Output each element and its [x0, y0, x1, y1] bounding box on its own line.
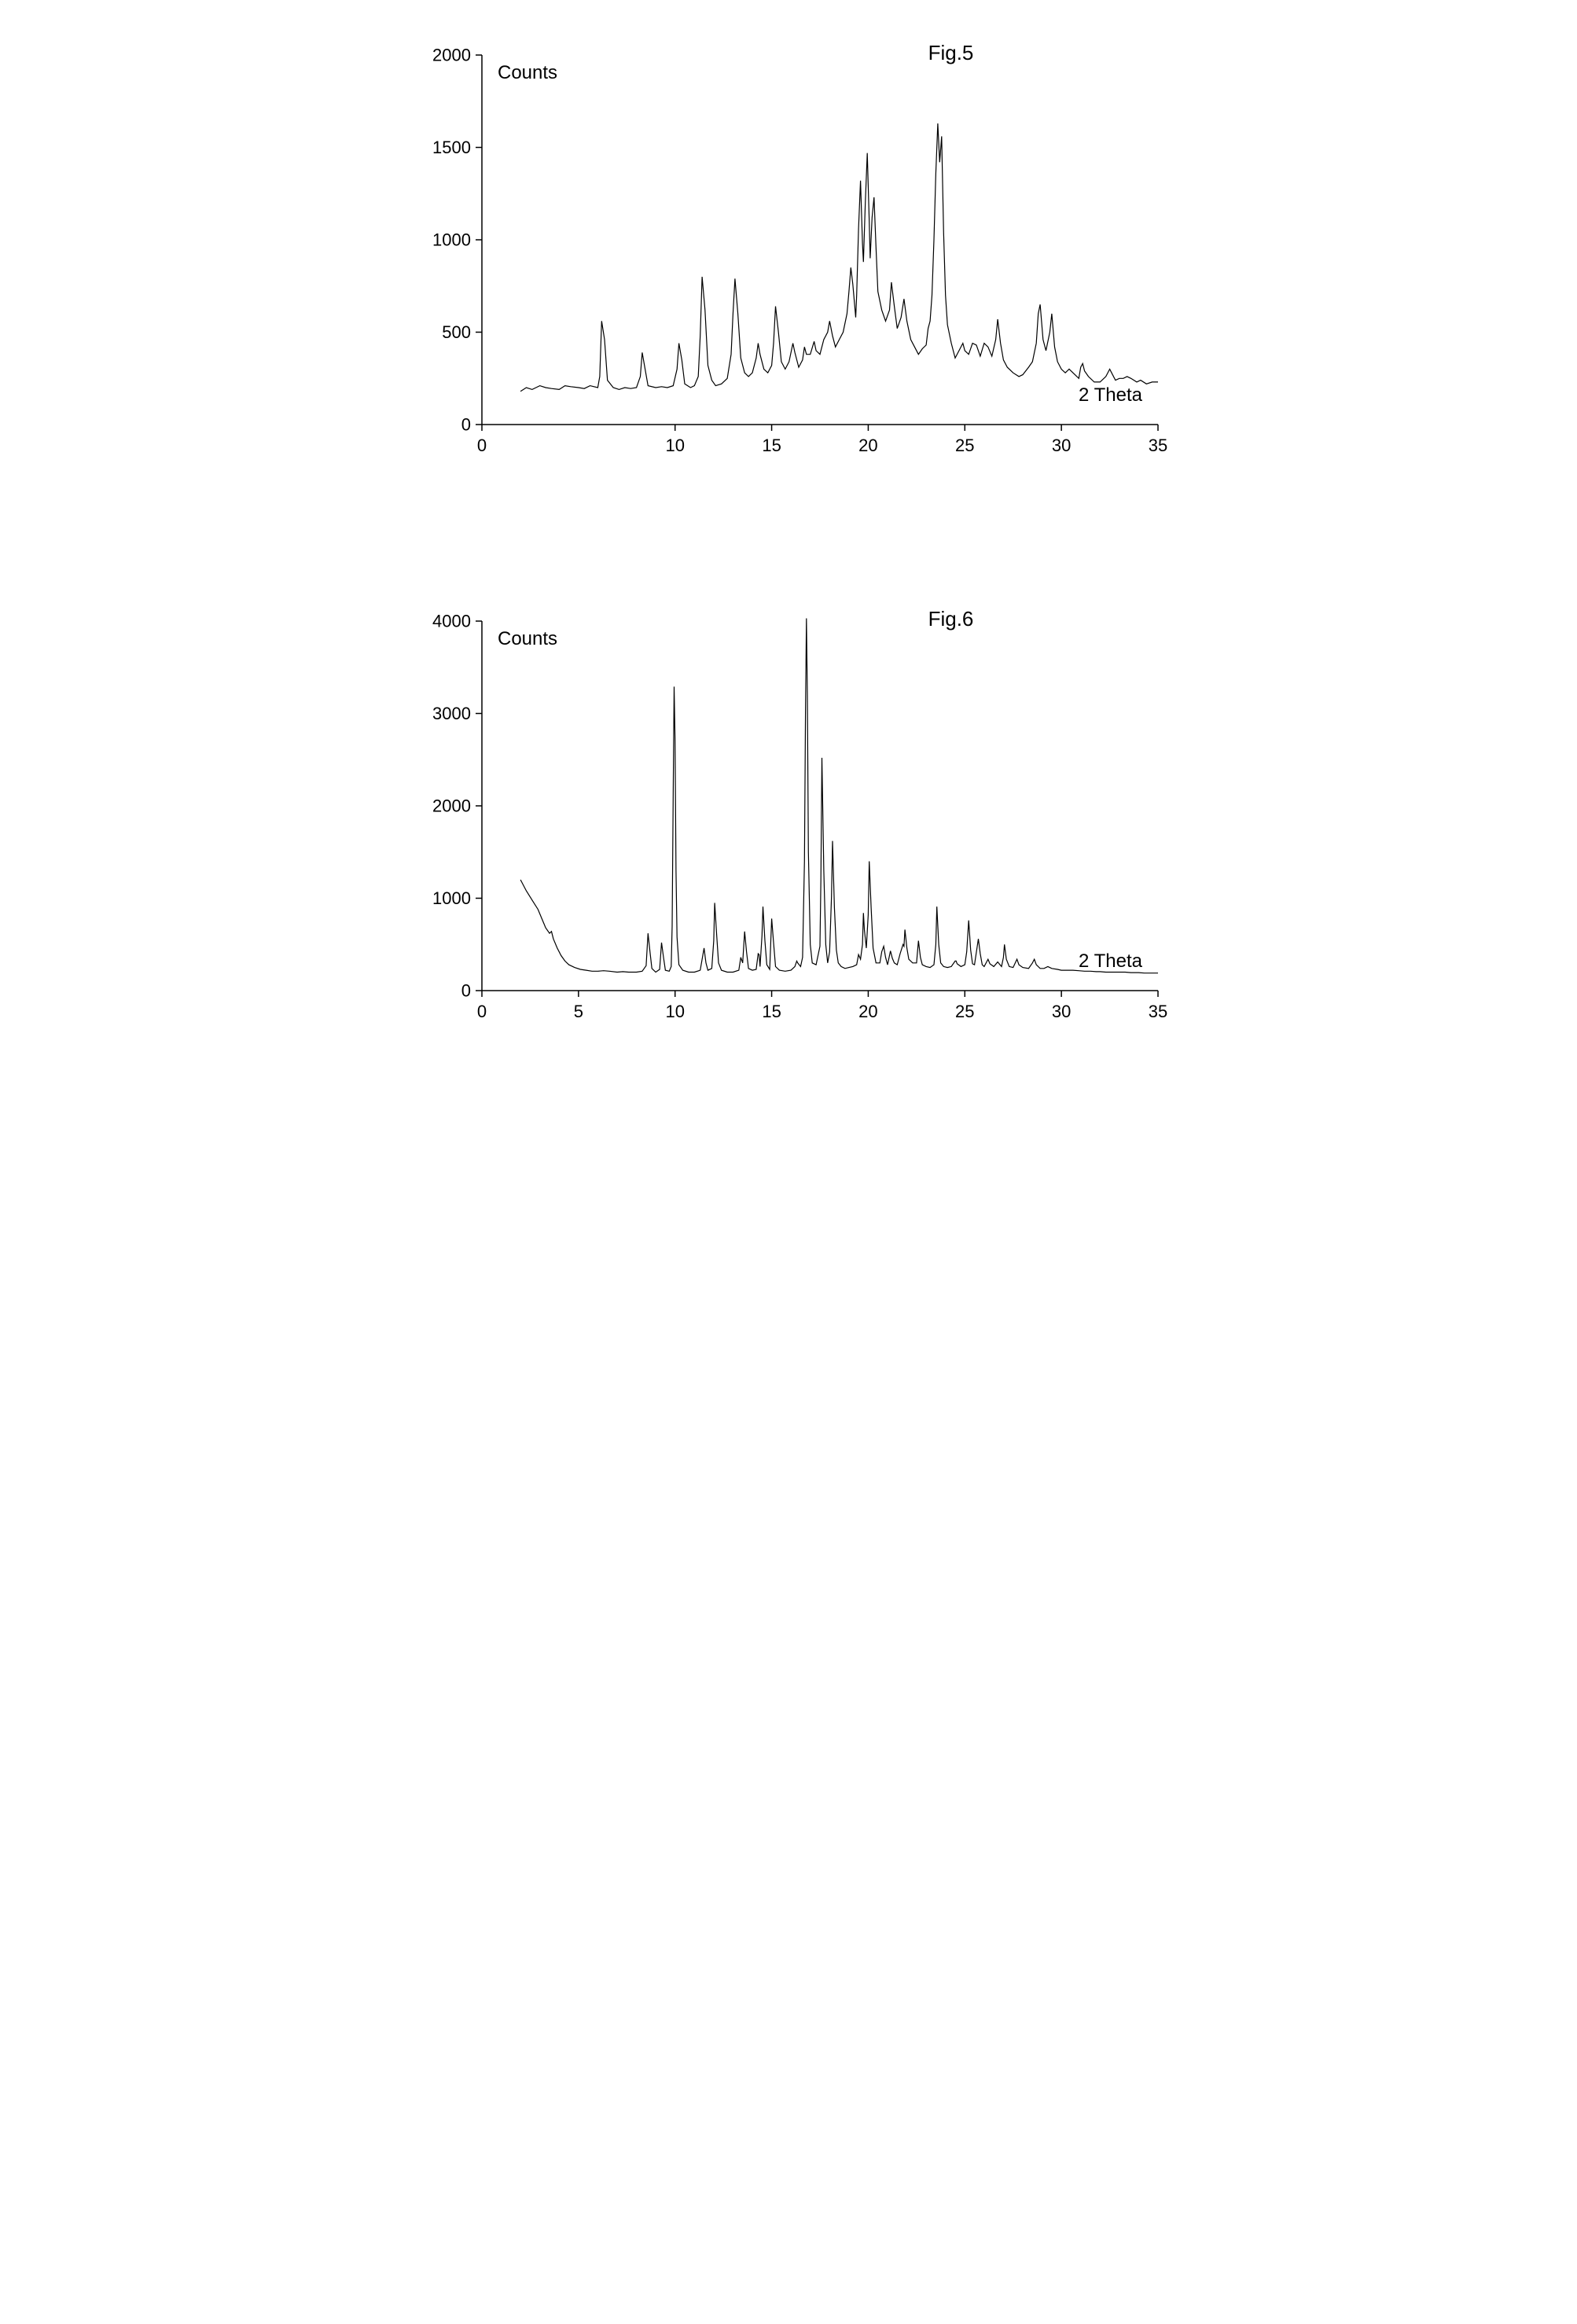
- xrd-trace: [520, 619, 1158, 973]
- x-tick-label: 0: [477, 436, 487, 455]
- fig5-svg: 0 10 15 20 25 30 35 0 500 1000 1500 2000 Fig.5 Counts…: [395, 31, 1182, 472]
- x-tick-label: 25: [955, 436, 974, 455]
- x-tick-label: 10: [665, 1002, 684, 1021]
- x-tick-label: 10: [665, 436, 684, 455]
- y-tick-label: 3000: [432, 704, 471, 723]
- x-tick-label: 20: [858, 436, 877, 455]
- y-tick-label: 1000: [432, 230, 471, 250]
- x-tick-label: 15: [762, 436, 781, 455]
- y-tick-label: 0: [461, 981, 471, 1001]
- y-tick-label: 2000: [432, 46, 471, 65]
- x-tick-label: 35: [1149, 1002, 1167, 1021]
- x-tick-label: 5: [574, 1002, 583, 1021]
- x-tick-label: 35: [1149, 436, 1167, 455]
- y-axis-label: Counts: [498, 628, 557, 649]
- x-tick-label: 30: [1052, 1002, 1071, 1021]
- y-tick-label: 0: [461, 415, 471, 435]
- x-axis-label-right: 2 Theta: [1079, 384, 1143, 406]
- y-tick-label: 4000: [432, 612, 471, 631]
- y-tick-label: 1500: [432, 138, 471, 157]
- page: 01015202530350500100015002000Fig.5Counts…: [395, 31, 1182, 1038]
- figure-5: 0 10 15 20 25 30 35 0 500 1000 1500 2000 Fig.5 Counts…: [395, 31, 1182, 472]
- x-tick-label: 0: [477, 1002, 487, 1021]
- chart-title: Fig.5: [928, 41, 974, 64]
- y-tick-label: 2000: [432, 796, 471, 816]
- y-tick-label: 500: [442, 322, 471, 342]
- chart-title: Fig.6: [928, 607, 974, 631]
- x-tick-label: 20: [858, 1002, 877, 1021]
- fig6-svg: 0 5 10 15 20 25 30 35 0 1000 2000 3000 4000 Fig.6 Coun…: [395, 598, 1182, 1038]
- x-tick-label: 30: [1052, 436, 1071, 455]
- xrd-trace: [520, 123, 1158, 392]
- y-axis-label: Counts: [498, 62, 557, 83]
- figure-6: 0 5 10 15 20 25 30 35 0 1000 2000 3000 4000 Fig.6 Coun…: [395, 598, 1182, 1038]
- x-tick-label: 15: [762, 1002, 781, 1021]
- y-tick-label: 1000: [432, 888, 471, 908]
- x-axis-label-right: 2 Theta: [1079, 951, 1143, 972]
- x-tick-label: 25: [955, 1002, 974, 1021]
